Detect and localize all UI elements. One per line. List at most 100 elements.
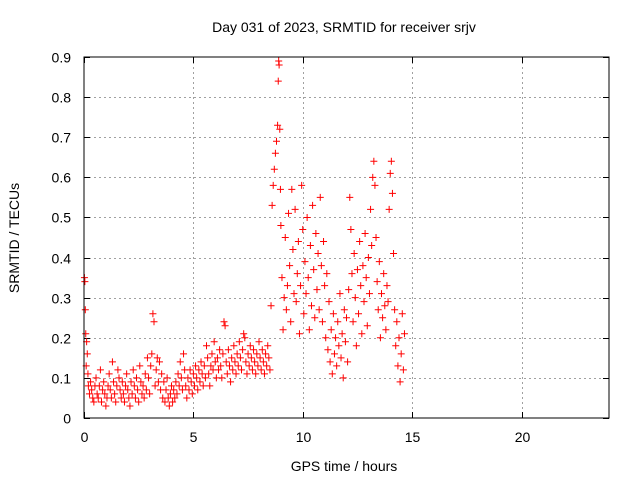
- y-tick-label: 0.7: [52, 130, 72, 146]
- data-point: [278, 274, 286, 282]
- data-point: [166, 390, 174, 398]
- data-point: [224, 346, 232, 354]
- data-point: [283, 282, 291, 290]
- data-point: [264, 342, 272, 350]
- data-point: [314, 250, 322, 258]
- data-point: [242, 358, 250, 366]
- data-point: [92, 374, 100, 382]
- data-point: [325, 298, 333, 306]
- data-point: [339, 374, 347, 382]
- data-point: [275, 61, 283, 69]
- axis-ticks: 0 5 10 15 20 0 0.1 0.2 0.3 0.4 0.5 0.6 0.7 0.8 0.9: [52, 50, 609, 445]
- data-point: [165, 402, 173, 410]
- data-point: [361, 229, 369, 237]
- data-point: [125, 394, 133, 402]
- data-point: [173, 390, 181, 398]
- data-point: [211, 358, 219, 366]
- data-point: [197, 358, 205, 366]
- data-point: [392, 342, 400, 350]
- data-point: [149, 310, 157, 318]
- data-point: [81, 306, 89, 314]
- data-point: [276, 125, 284, 133]
- y-tick-label: 0: [63, 411, 71, 427]
- data-point: [204, 354, 212, 362]
- data-point: [246, 342, 254, 350]
- y-tick-label: 0.5: [52, 210, 72, 226]
- data-point: [201, 374, 209, 382]
- data-point: [355, 310, 363, 318]
- data-point: [83, 350, 91, 358]
- data-point: [333, 362, 341, 370]
- data-point: [169, 398, 177, 406]
- data-point: [104, 382, 112, 390]
- data-point: [164, 394, 172, 402]
- data-point: [141, 370, 149, 378]
- data-point: [216, 346, 224, 354]
- data-point: [391, 306, 399, 314]
- data-point: [288, 185, 296, 193]
- data-point: [276, 185, 284, 193]
- data-point: [336, 290, 344, 298]
- data-point: [82, 330, 90, 338]
- data-point: [185, 386, 193, 394]
- data-point: [347, 225, 355, 233]
- data-point: [186, 366, 194, 374]
- data-point: [102, 402, 110, 410]
- y-tick-label: 0.8: [52, 90, 72, 106]
- data-point: [116, 386, 124, 394]
- data-point: [250, 346, 258, 354]
- data-point: [117, 394, 125, 402]
- data-point: [193, 374, 201, 382]
- data-point: [384, 298, 392, 306]
- data-point: [322, 334, 330, 342]
- x-tick-label: 10: [296, 429, 312, 445]
- data-point: [265, 354, 273, 362]
- data-point: [320, 238, 328, 246]
- data-point: [395, 334, 403, 342]
- data-point: [353, 266, 361, 274]
- data-point: [243, 370, 251, 378]
- x-tick-label: 15: [405, 429, 421, 445]
- x-tick-label: 5: [190, 429, 198, 445]
- data-point: [152, 366, 160, 374]
- data-point: [302, 290, 310, 298]
- data-point: [151, 382, 159, 390]
- data-point: [239, 346, 247, 354]
- data-point: [160, 378, 168, 386]
- data-point: [313, 286, 321, 294]
- data-point: [375, 258, 383, 266]
- data-point: [308, 302, 315, 310]
- data-point: [390, 250, 398, 258]
- data-point: [136, 362, 144, 370]
- data-point: [222, 358, 230, 366]
- data-point: [274, 121, 282, 129]
- data-point: [184, 374, 192, 382]
- data-point: [244, 350, 252, 358]
- data-point: [351, 294, 359, 302]
- data-point: [363, 322, 371, 330]
- data-point: [114, 366, 122, 374]
- data-point: [295, 330, 303, 338]
- data-point: [368, 242, 376, 250]
- data-point: [118, 378, 126, 386]
- x-axis-label: GPS time / hours: [291, 458, 398, 474]
- data-point: [387, 157, 395, 165]
- data-point: [370, 157, 378, 165]
- data-point: [133, 374, 140, 382]
- data-point: [273, 137, 280, 145]
- data-point: [196, 378, 204, 386]
- data-point: [312, 229, 320, 237]
- y-tick-label: 0.6: [52, 170, 72, 186]
- data-point: [352, 342, 360, 350]
- data-point: [386, 169, 394, 177]
- data-point: [81, 278, 89, 286]
- data-point: [394, 362, 402, 370]
- data-point: [400, 330, 408, 338]
- data-point: [301, 258, 309, 266]
- data-point: [188, 390, 196, 398]
- data-point: [135, 398, 143, 406]
- data-point: [291, 205, 299, 213]
- data-point: [248, 366, 256, 374]
- y-axis-label: SRMTID / TECUs: [6, 183, 22, 293]
